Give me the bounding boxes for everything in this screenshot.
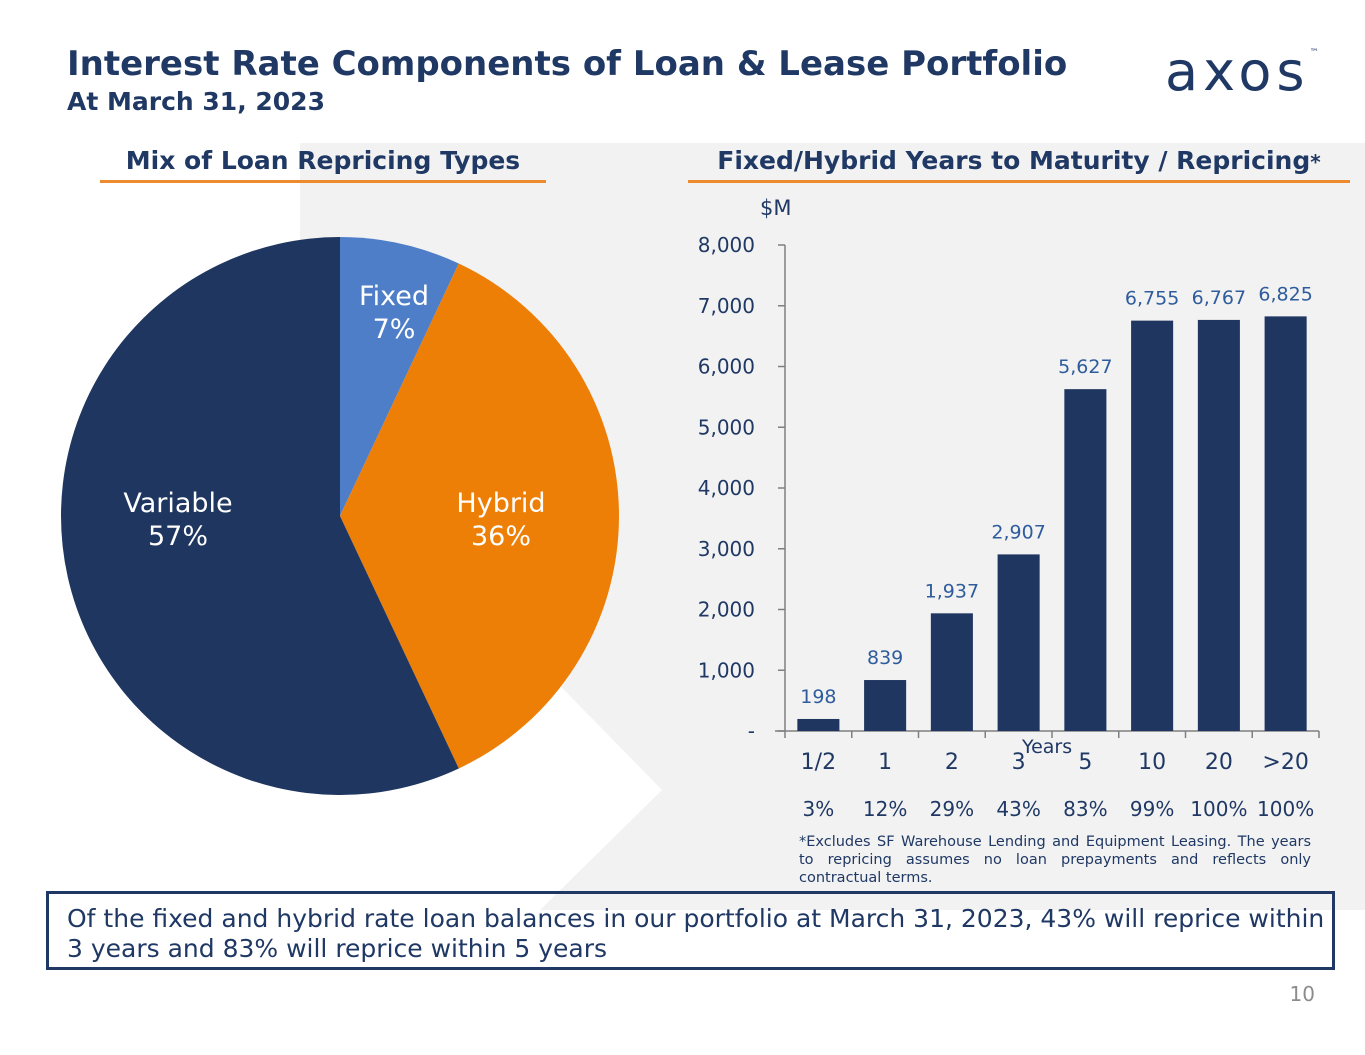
logo-text: axos — [1165, 40, 1310, 103]
pie-heading-underline — [100, 180, 546, 183]
bar-chart-x-axis-label: Years — [1021, 736, 1072, 758]
y-tick-label: 5,000 — [698, 415, 755, 439]
y-tick-label: 7,000 — [698, 294, 755, 318]
logo-trademark: ™ — [1309, 48, 1319, 58]
bar-value-label: 5,627 — [1058, 356, 1112, 378]
cumulative-percent-label: 100% — [1257, 797, 1315, 821]
cumulative-percent-label: 83% — [1063, 797, 1108, 821]
bar-value-label: 2,907 — [991, 521, 1045, 543]
y-tick-label: 3,000 — [698, 537, 755, 561]
cumulative-percent-label: 29% — [929, 797, 975, 821]
bar-value-label: 198 — [800, 686, 836, 708]
x-tick-label: >20 — [1262, 750, 1308, 775]
summary-callout: Of the fixed and hybrid rate loan balanc… — [46, 891, 1335, 970]
bar-5 — [1064, 389, 1107, 731]
bar-1/2 — [797, 718, 840, 731]
pie-section-heading-text: Mix of Loan Repricing Types — [125, 146, 521, 175]
bar-section-heading: Fixed/Hybrid Years to Maturity / Reprici… — [688, 146, 1350, 175]
bar-value-label: 6,767 — [1192, 287, 1246, 309]
x-tick-label: 2 — [945, 750, 959, 775]
bar-value-label: 6,825 — [1258, 283, 1312, 305]
bar-3 — [997, 554, 1040, 731]
bar-value-label: 839 — [867, 647, 903, 669]
x-tick-label: 3 — [1012, 750, 1026, 775]
cumulative-percent-label: 12% — [862, 797, 908, 821]
x-tick-label: 5 — [1078, 750, 1092, 775]
pie-slice-fixed — [340, 237, 459, 516]
pie-slice-hybrid — [340, 263, 620, 769]
bar->20 — [1264, 316, 1307, 731]
page-subtitle: At March 31, 2023 — [67, 87, 325, 116]
x-tick-label: 10 — [1138, 750, 1166, 775]
cumulative-percent-label: 99% — [1129, 797, 1175, 821]
bar-section-heading-asterisk: * — [1310, 150, 1321, 174]
bar-2 — [930, 613, 973, 731]
cumulative-percent-label: 100% — [1190, 797, 1248, 821]
axos-logo: axos™ — [1165, 40, 1319, 103]
cumulative-percent-label: 3% — [802, 797, 835, 821]
pie-label-variable-name: Variable — [123, 488, 233, 519]
y-tick-label: 2,000 — [698, 598, 755, 622]
y-tick-label: 6,000 — [698, 355, 755, 379]
bar-10 — [1131, 320, 1174, 731]
pie-section-heading: Mix of Loan Repricing Types — [100, 146, 546, 175]
x-tick-label: 20 — [1205, 750, 1233, 775]
y-tick-label: - — [748, 719, 755, 743]
bar-value-label: 6,755 — [1125, 288, 1179, 310]
bar-1 — [864, 680, 907, 731]
page-title: Interest Rate Components of Loan & Lease… — [67, 44, 1068, 84]
x-tick-label: 1/2 — [801, 750, 836, 775]
bar-chart-unit-label: $M — [760, 196, 791, 220]
bar-section-heading-text: Fixed/Hybrid Years to Maturity / Reprici… — [717, 146, 1311, 175]
y-tick-label: 8,000 — [698, 233, 755, 257]
summary-callout-text: Of the fixed and hybrid rate loan balanc… — [67, 904, 1325, 963]
pie-label-variable: Variable 57% — [98, 487, 258, 553]
pie-label-fixed-name: Fixed — [359, 281, 429, 312]
chart-footnote: *Excludes SF Warehouse Lending and Equip… — [799, 834, 1311, 886]
y-tick-label: 4,000 — [698, 476, 755, 500]
bar-20 — [1197, 319, 1240, 731]
cumulative-percent-label: 43% — [996, 797, 1041, 821]
cumulative-percent-strip — [786, 790, 1340, 838]
pie-label-hybrid-name: Hybrid — [456, 488, 546, 519]
pie-label-hybrid: Hybrid 36% — [421, 487, 581, 553]
pie-label-fixed: Fixed 7% — [314, 280, 474, 346]
pie-slice-variable — [61, 237, 459, 795]
y-tick-label: 1,000 — [698, 658, 755, 682]
pie-label-fixed-pct: 7% — [372, 314, 416, 345]
page-number: 10 — [1289, 982, 1315, 1006]
pie-label-variable-pct: 57% — [147, 521, 208, 552]
bar-heading-underline — [688, 180, 1350, 183]
bar-value-label: 1,937 — [925, 580, 979, 602]
pie-label-hybrid-pct: 36% — [470, 521, 531, 552]
x-tick-label: 1 — [878, 750, 892, 775]
